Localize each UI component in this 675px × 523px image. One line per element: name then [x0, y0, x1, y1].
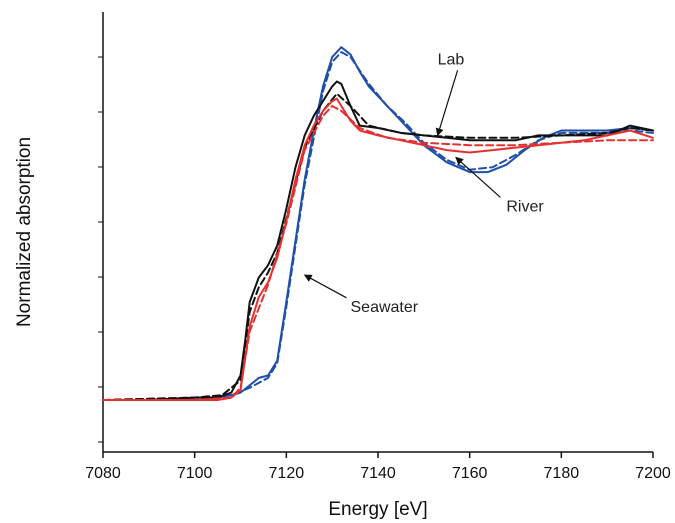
x-tick-label: 7180	[544, 465, 580, 482]
x-tick-label: 7140	[360, 465, 396, 482]
x-axis-title: Energy [eV]	[328, 499, 427, 520]
series-line-0	[102, 46, 654, 401]
annotation-seawater: Seawater	[351, 299, 419, 316]
series-line-4	[102, 97, 654, 401]
x-tick-label: 7080	[85, 465, 121, 482]
annotation-arrow-lab	[435, 70, 459, 137]
annotation-lab: Lab	[438, 51, 465, 68]
x-ticks: 7080 7100 7120 7140 7160 7180 7200	[85, 56, 671, 482]
y-axis-title: Normalized absorption	[14, 137, 35, 327]
annotation-arrow-river	[455, 156, 501, 198]
annotation-arrow-seawater	[303, 274, 347, 299]
x-tick-label: 7100	[177, 465, 213, 482]
annotation-river: River	[506, 198, 544, 215]
series-line-2	[102, 80, 654, 401]
series-line-1	[102, 51, 654, 401]
series-line-3	[102, 92, 654, 401]
series-line-5	[102, 105, 654, 401]
x-tick-label: 7160	[452, 465, 488, 482]
series-layer	[102, 46, 654, 401]
x-tick-label: 7200	[635, 465, 671, 482]
x-tick-label: 7120	[269, 465, 305, 482]
annotation-layer: Lab River Seawater	[303, 51, 544, 316]
